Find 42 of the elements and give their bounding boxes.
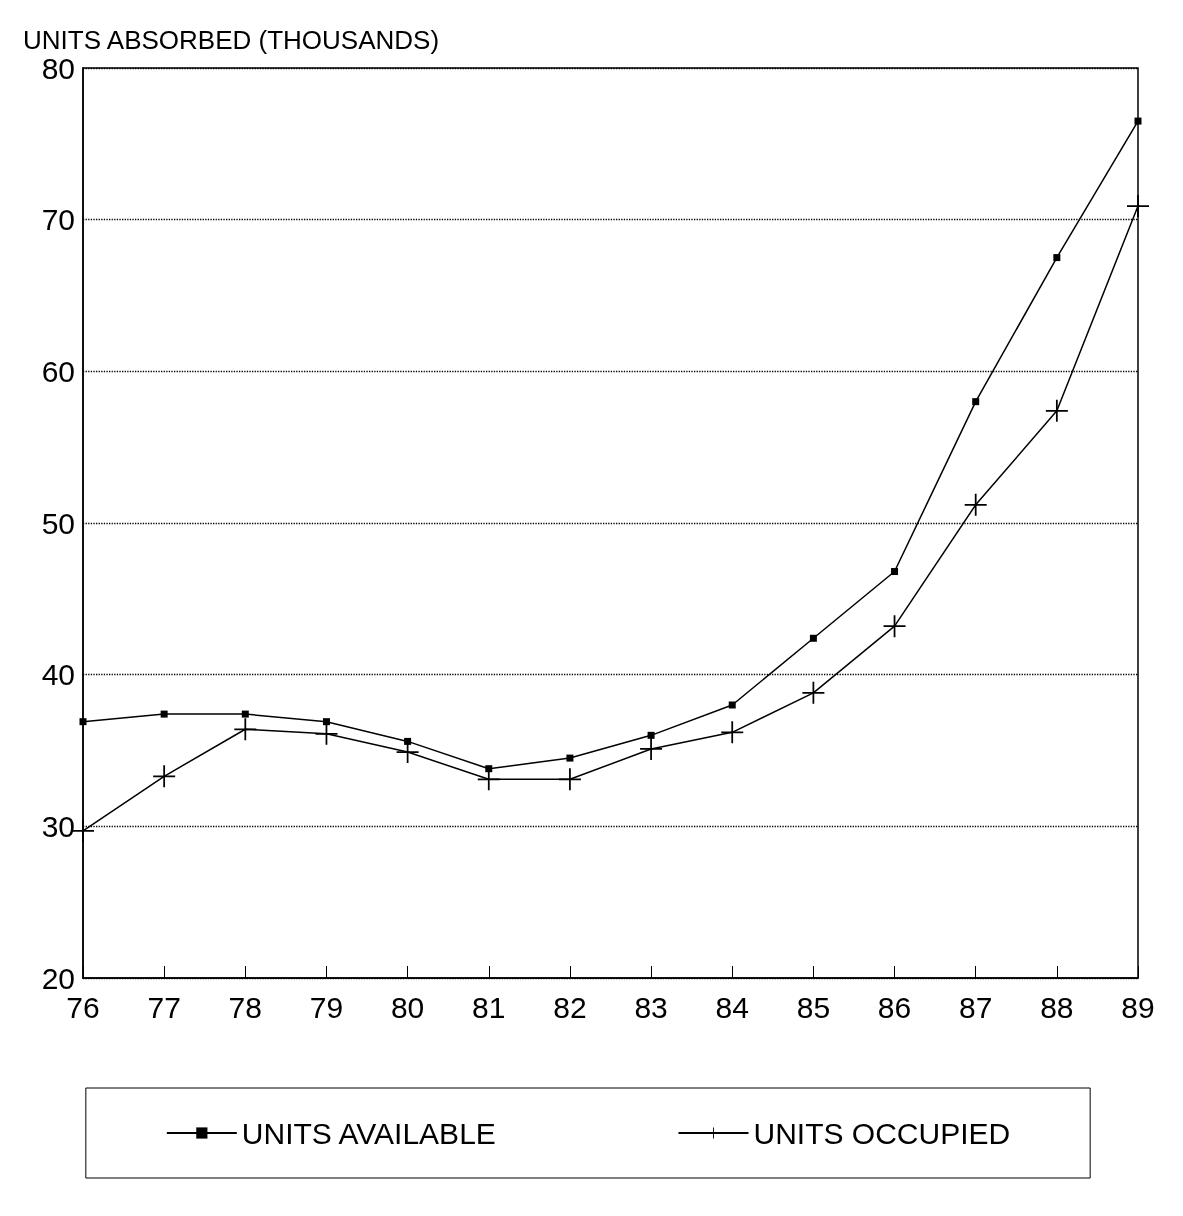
y-tick-label: 30	[41, 809, 75, 843]
point	[964, 493, 987, 516]
point	[728, 701, 736, 709]
x-tick-label: 85	[796, 990, 831, 1024]
x-tick-label: 84	[715, 990, 749, 1024]
y-tick-label: 40	[41, 658, 75, 692]
x-tick-label: 86	[877, 990, 912, 1024]
x-tick-label: 79	[309, 990, 344, 1024]
point	[891, 568, 899, 576]
point	[160, 710, 168, 718]
x-tick-label: 77	[147, 990, 181, 1024]
point	[647, 731, 655, 739]
point	[241, 710, 249, 718]
x-tick-label: 82	[553, 990, 587, 1024]
point	[640, 737, 663, 760]
point	[1053, 254, 1061, 262]
y-tick-label: 60	[41, 354, 75, 388]
x-tick-label: 80	[390, 990, 425, 1024]
x-tick-label: 81	[472, 990, 506, 1024]
x-tick-label: 89	[1121, 990, 1155, 1024]
point	[1045, 399, 1068, 422]
point	[566, 754, 574, 762]
point	[721, 721, 744, 744]
point	[1127, 195, 1149, 218]
point	[404, 737, 412, 745]
point	[558, 768, 581, 791]
point	[153, 765, 176, 788]
point	[322, 718, 330, 726]
point	[79, 718, 87, 726]
point	[809, 634, 817, 642]
y-tick-label: 50	[41, 506, 75, 540]
x-tick-label: 88	[1040, 990, 1074, 1024]
x-tick-label: 78	[228, 990, 262, 1024]
y-tick-label: 70	[41, 203, 75, 237]
point	[1134, 117, 1142, 125]
point	[72, 819, 94, 842]
x-tick-label: 87	[959, 990, 993, 1024]
point	[972, 398, 980, 406]
x-tick-label: 83	[634, 990, 668, 1024]
point	[234, 718, 257, 741]
legend-label: UNITS AVAILABLE	[241, 1116, 496, 1150]
legend-label: UNITS OCCUPIED	[753, 1116, 1011, 1150]
